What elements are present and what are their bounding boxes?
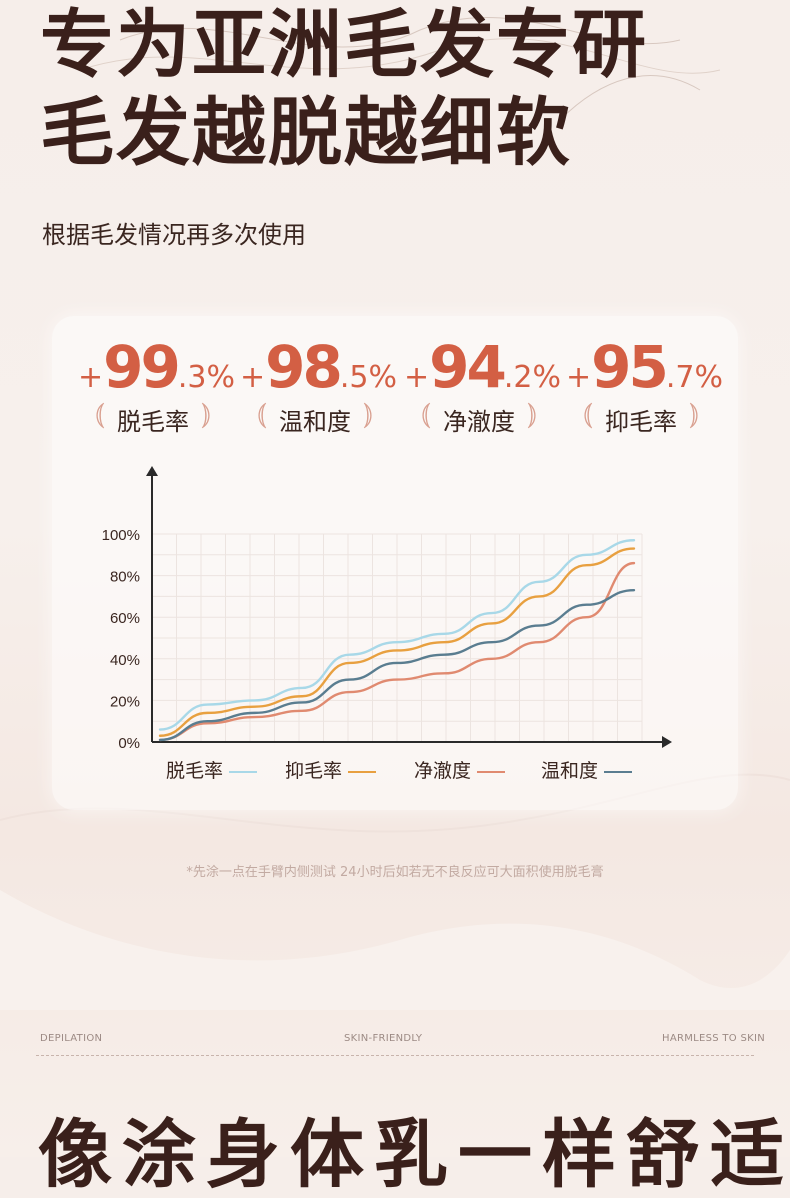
stat-block: +95.7% ⦅ 抑毛率 ⦆ [566, 333, 723, 437]
laurel-right-icon: ⦆ [363, 396, 373, 431]
stat-block: +99.3% ⦅ 脱毛率 ⦆ [78, 333, 235, 437]
laurel-left-icon: ⦅ [421, 396, 431, 431]
series-line [158, 547, 636, 737]
laurel-left-icon: ⦅ [257, 396, 267, 431]
y-tick-label: 80% [110, 569, 140, 586]
series-line [158, 561, 636, 742]
line-chart: 100% 80% 60% 40% 20% 0% [102, 466, 672, 752]
series-line [158, 588, 636, 742]
legend-item: 抑毛率 [285, 756, 377, 783]
subtitle: 根据毛发情况再多次使用 [42, 221, 306, 249]
legend-swatch [348, 770, 377, 773]
stat-label: ⦅ 抑毛率 ⦆ [583, 396, 699, 436]
footer-divider [36, 1055, 754, 1056]
stat-block: +98.5% ⦅ 温和度 ⦆ [240, 333, 397, 437]
y-tick-label: 60% [110, 610, 140, 627]
legend-item: 脱毛率 [166, 756, 258, 783]
stat-label: ⦅ 脱毛率 ⦆ [95, 396, 211, 436]
stat-label: ⦅ 净澈度 ⦆ [421, 396, 537, 436]
y-tick-label: 100% [102, 527, 140, 544]
laurel-left-icon: ⦅ [95, 396, 105, 431]
y-axis-arrow-icon [146, 466, 158, 476]
headline-line-2: 毛发越脱越细软 [40, 90, 572, 176]
bottom-headline: 像涂身体乳一样舒适 [38, 1112, 790, 1198]
y-tick-label: 20% [110, 693, 140, 710]
headline-line-1: 专为亚洲毛发专研 [40, 2, 648, 88]
stat-value: +95.7% [566, 333, 723, 401]
x-axis-arrow-icon [662, 736, 672, 748]
legend-item: 温和度 [541, 756, 633, 783]
stat-label: ⦅ 温和度 ⦆ [257, 396, 373, 436]
stat-block: +94.2% ⦅ 净澈度 ⦆ [404, 333, 561, 437]
legend-swatch [477, 770, 506, 773]
laurel-right-icon: ⦆ [201, 396, 211, 431]
stat-value: +99.3% [78, 333, 235, 401]
legend-swatch [604, 770, 633, 773]
footer-tag-harmless: HARMLESS TO SKIN [662, 1033, 765, 1044]
laurel-right-icon: ⦆ [527, 396, 537, 431]
series-line [158, 539, 636, 731]
legend-item: 净澈度 [414, 756, 506, 783]
laurel-right-icon: ⦆ [689, 396, 699, 431]
y-tick-label: 0% [118, 735, 140, 752]
disclaimer: *先涂一点在手臂内侧测试 24小时后如若无不良反应可大面积使用脱毛膏 [186, 865, 604, 880]
legend-swatch [229, 770, 258, 773]
y-tick-label: 40% [110, 652, 140, 669]
stat-value: +98.5% [240, 333, 397, 401]
stat-value: +94.2% [404, 333, 561, 401]
footer-tag-depilation: DEPILATION [40, 1033, 103, 1044]
wave-decoration [0, 890, 790, 1010]
footer-tag-skin-friendly: SKIN-FRIENDLY [344, 1033, 423, 1044]
laurel-left-icon: ⦅ [583, 396, 593, 431]
